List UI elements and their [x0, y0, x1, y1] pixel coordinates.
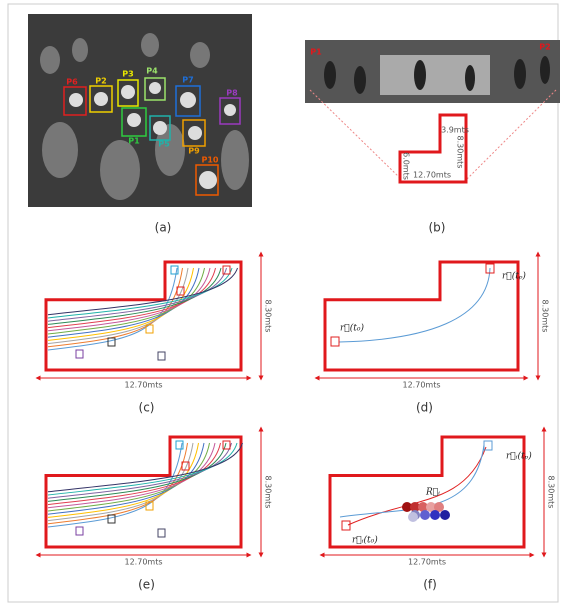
agent: [420, 510, 430, 520]
annotation: r⃗(t₀): [340, 323, 364, 334]
dimension: 3.9mts: [441, 126, 469, 135]
rooms: 12.70mts 8.30mts (c) 12.70mts 8.30mts (d) 12.7…: [38, 254, 556, 592]
person-label: P3: [122, 70, 133, 79]
dimension: 8.30mts: [541, 300, 550, 333]
person-label: P1: [128, 137, 140, 146]
panel-label: (d): [416, 401, 433, 415]
person-label: P4: [146, 67, 158, 76]
panel-label: (c): [139, 401, 155, 415]
panel-label: (a): [155, 221, 172, 235]
dimension: 12.70mts: [408, 558, 446, 567]
person-label: P9: [188, 147, 200, 156]
dimension: 8.30mts: [264, 300, 273, 333]
person-label: P7: [182, 76, 193, 85]
panel-label: (b): [429, 221, 446, 235]
figure: P1 P2 P3 P4 P5 P6 P7 P8 P9 P10 (a) P1 P2…: [0, 0, 565, 606]
person-label: P2: [539, 43, 550, 52]
dimension: 8.30mts: [264, 476, 273, 509]
person-label: P6: [66, 78, 78, 87]
annotation: R⃗ᵢ: [425, 488, 440, 498]
panel-label: (e): [138, 578, 155, 592]
dimension: 8.30mts: [456, 136, 465, 169]
dimension: 12.70mts: [403, 381, 441, 390]
dimension: 6.0mts: [402, 152, 411, 180]
person-label: P2: [95, 77, 106, 86]
dimension: 12.70mts: [125, 381, 163, 390]
dimension: 8.30mts: [547, 476, 556, 509]
panel-b: P1 P2 3.9mts 8.30mts 12.70mts 6.0mts (b): [305, 40, 560, 235]
person-label: P1: [310, 48, 322, 57]
person-label: P5: [158, 140, 170, 149]
agent: [408, 512, 418, 522]
panel-a: P1 P2 P3 P4 P5 P6 P7 P8 P9 P10 (a): [28, 14, 252, 235]
annotation: r⃗(tₚ): [502, 271, 526, 282]
dimension: 12.70mts: [125, 558, 163, 567]
dimension: 12.70mts: [413, 171, 451, 180]
annotation: r⃗ᵢ(t₀): [352, 535, 378, 546]
panel-label: (f): [423, 578, 437, 592]
person-label: P10: [202, 156, 219, 165]
agent: [440, 510, 450, 520]
agent: [430, 510, 440, 520]
annotation: r⃗ᵢ(tₚ): [506, 451, 532, 462]
person-label: P8: [226, 89, 238, 98]
